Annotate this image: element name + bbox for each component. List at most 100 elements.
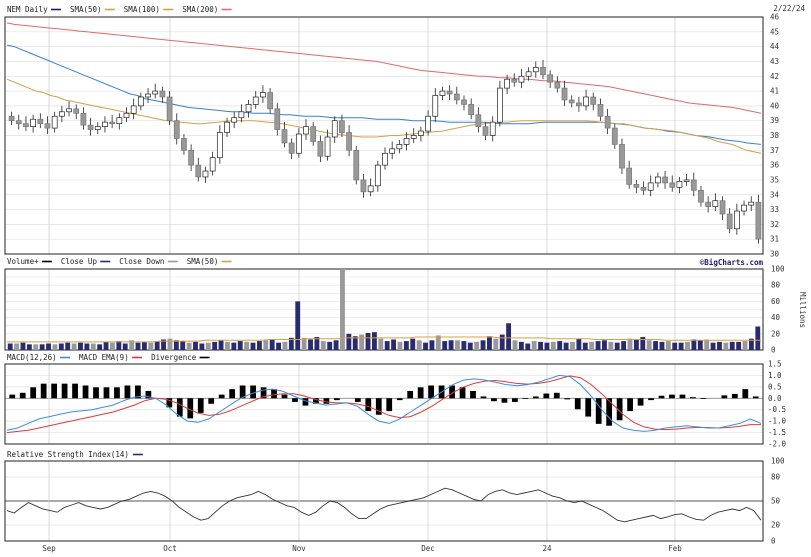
candle-body (712, 200, 719, 207)
volume-bar (659, 341, 665, 350)
volume-bar (487, 336, 492, 350)
volume-bar (442, 341, 448, 350)
candle-body (518, 75, 525, 83)
y-tick-label: 1.5 (768, 360, 782, 369)
volume-bar (340, 269, 345, 350)
volume-bar (691, 339, 697, 350)
legend-label: Close Up (61, 257, 98, 266)
candle-body (87, 124, 94, 130)
volume-bar (621, 341, 627, 350)
candle-body (741, 204, 747, 212)
volume-bar (301, 337, 307, 350)
volume-sma50-line (7, 336, 761, 343)
candle-body (640, 186, 647, 191)
y-tick-label: 80 (771, 281, 781, 290)
volume-bar (429, 340, 435, 350)
macd-lines (6, 374, 762, 434)
candle-body (755, 201, 762, 240)
candle-body (281, 129, 288, 144)
volume-bar (46, 343, 51, 350)
candle-body (410, 135, 417, 139)
y-tick-label: 39 (770, 116, 779, 125)
volume-bar (748, 338, 754, 350)
candle-body (698, 189, 704, 203)
candle-body (267, 92, 273, 110)
y-tick-label: 1.0 (768, 371, 782, 380)
volume-bar (148, 342, 154, 350)
volume-bar (122, 343, 128, 350)
volume-bar (410, 338, 416, 350)
y-tick-label: 40 (771, 313, 781, 322)
volume-bar (52, 344, 58, 350)
x-tick-label: Dec (421, 544, 435, 553)
candle-body (252, 96, 259, 105)
volume-bar (602, 340, 607, 350)
volume-bar (704, 339, 710, 350)
candle-body (339, 120, 345, 133)
candle-body (303, 126, 309, 135)
volume-bar (391, 339, 397, 350)
volume-bar (672, 342, 678, 350)
legend-label: Divergence (151, 353, 197, 362)
y-tick-label: 100 (771, 265, 785, 274)
candle-body (145, 93, 151, 98)
volume-bar (225, 341, 230, 350)
volume-bar (493, 338, 499, 350)
candle-body (324, 136, 331, 157)
volume-bar (110, 342, 115, 350)
candle-body (30, 118, 36, 127)
candle-body (238, 111, 245, 119)
y-tick-label: 40 (770, 101, 780, 110)
macd-frame (4, 363, 764, 445)
rsi-vertical-gridlines (48, 461, 676, 541)
candle-body (626, 167, 633, 185)
rsi-frame (4, 460, 764, 542)
candle-body (51, 115, 58, 129)
volume-bar (269, 339, 275, 350)
volume-bar (116, 341, 122, 350)
candle-body (260, 92, 266, 98)
volume-bar (550, 341, 556, 350)
volume-bar (512, 340, 518, 350)
volume-bar (154, 341, 160, 350)
rsi-legend: Relative Strength Index(14) (7, 450, 143, 459)
volume-bar (589, 341, 595, 350)
volume-bar (525, 343, 531, 350)
candle-body (554, 81, 561, 89)
volume-bar (563, 342, 569, 350)
volume-bar (665, 341, 671, 350)
macd-vertical-gridlines (48, 364, 676, 444)
volume-bar (237, 341, 243, 350)
candle-body (453, 93, 460, 101)
volume-bar (135, 342, 141, 350)
volume-bar (84, 343, 90, 350)
volume-bar (640, 337, 646, 350)
volume-bar (653, 341, 658, 350)
y-tick-label: 30 (770, 250, 780, 259)
candle-body (152, 90, 159, 95)
candle-body (726, 213, 733, 230)
volume-bar (633, 339, 639, 350)
volume-bar (499, 334, 505, 350)
volume-bar (736, 341, 742, 350)
volume-bar (173, 340, 179, 350)
candle-body (655, 176, 661, 184)
candle-body (130, 105, 137, 114)
x-tick-label: Oct (163, 544, 177, 553)
volume-bar (161, 339, 166, 350)
volume-bar (467, 342, 473, 350)
y-tick-label: 38 (770, 131, 780, 140)
candle-body (425, 115, 431, 132)
volume-bar (723, 342, 729, 350)
candle-body (403, 138, 410, 145)
candle-body (590, 96, 597, 105)
x-axis-labels: Sep Oct Nov Dec 24 Feb (42, 544, 682, 553)
y-tick-label: 80 (771, 473, 781, 482)
candle-body (475, 114, 482, 127)
x-tick-label: Nov (292, 544, 306, 553)
volume-bar (518, 341, 524, 350)
volume-bar (544, 342, 550, 350)
volume-bar (314, 337, 320, 350)
volume-bar (129, 340, 135, 350)
